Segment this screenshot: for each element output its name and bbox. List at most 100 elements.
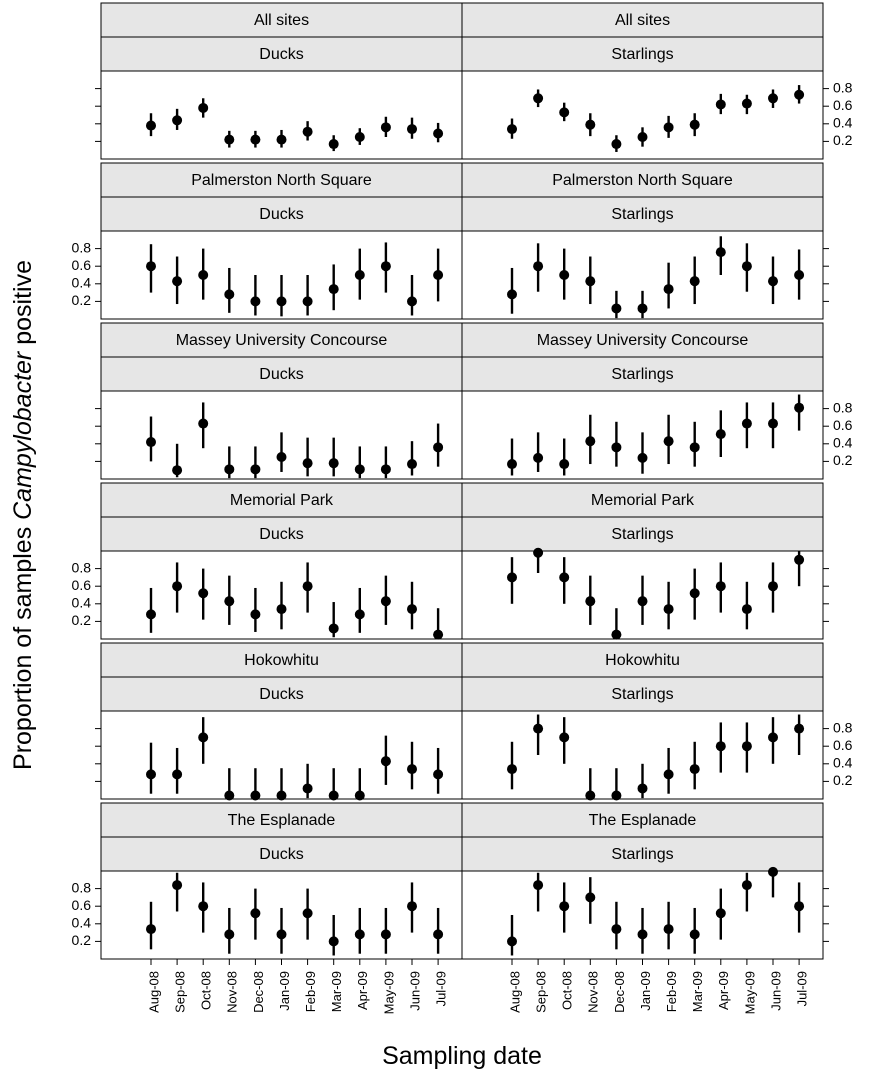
data-point xyxy=(276,929,287,940)
bird-strip-label: Ducks xyxy=(259,686,303,703)
data-point xyxy=(328,936,339,947)
bird-strip-label: Ducks xyxy=(259,206,303,223)
x-tick-label: Jul-09 xyxy=(795,971,810,1006)
data-point xyxy=(380,756,391,767)
data-point xyxy=(715,247,726,258)
data-point xyxy=(637,596,648,607)
data-point xyxy=(637,132,648,142)
data-point xyxy=(585,119,596,130)
data-point xyxy=(172,880,183,891)
data-point xyxy=(611,303,622,314)
site-strip-label: Memorial Park xyxy=(230,492,334,509)
bird-strip xyxy=(100,36,463,72)
data-point xyxy=(172,465,183,476)
data-point xyxy=(689,929,700,940)
data-point xyxy=(433,629,444,640)
x-tick-label: Jun-09 xyxy=(768,971,783,1011)
data-point xyxy=(407,604,417,615)
data-point xyxy=(533,93,544,104)
data-point xyxy=(250,609,261,620)
data-point xyxy=(533,452,544,463)
data-point xyxy=(250,790,261,801)
data-point xyxy=(611,139,622,150)
bird-strip-label: Starlings xyxy=(611,846,673,863)
panel-massey-university-concourse-ducks: Massey University Concourse Ducks xyxy=(95,322,463,480)
data-point xyxy=(715,99,726,110)
site-strip-label: Palmerston North Square xyxy=(191,172,372,189)
bird-strip-label: Ducks xyxy=(259,366,303,383)
data-point xyxy=(689,276,700,287)
data-point xyxy=(433,769,444,780)
x-tick-label: Apr-09 xyxy=(355,971,370,1010)
bird-strip xyxy=(461,36,824,72)
data-point xyxy=(507,764,517,775)
data-point xyxy=(380,596,391,607)
data-point xyxy=(585,596,596,607)
data-point xyxy=(354,132,365,142)
bird-strip-label: Starlings xyxy=(611,526,673,543)
data-point xyxy=(585,790,596,801)
data-point xyxy=(380,929,391,940)
data-point xyxy=(328,284,339,295)
data-point xyxy=(250,296,261,307)
data-point xyxy=(715,741,726,752)
data-point xyxy=(689,588,700,599)
data-point xyxy=(689,119,700,130)
panel-all-sites-ducks: All sites Ducks xyxy=(95,2,463,160)
data-point xyxy=(302,908,313,919)
data-point xyxy=(433,929,444,940)
data-point xyxy=(198,270,209,280)
data-point xyxy=(302,126,313,137)
data-point xyxy=(559,732,570,743)
y-tick-label: 0.2 xyxy=(72,932,92,948)
data-point xyxy=(559,459,570,470)
x-axis-title: Sampling date xyxy=(382,1042,542,1070)
data-point xyxy=(276,134,287,145)
data-point xyxy=(224,289,235,300)
y-tick-label: 0.2 xyxy=(833,132,853,148)
data-point xyxy=(637,303,648,314)
y-axis-title-suffix: positive xyxy=(9,260,37,352)
data-point xyxy=(533,880,544,891)
data-point xyxy=(198,732,209,743)
data-point xyxy=(328,623,339,634)
site-strip-label: The Esplanade xyxy=(589,812,697,829)
panel-memorial-park-starlings: Memorial Park Starlings xyxy=(461,482,829,640)
y-tick-label: 0.8 xyxy=(72,559,92,575)
data-point xyxy=(741,880,752,891)
y-tick-label: 0.2 xyxy=(833,772,853,788)
data-point xyxy=(507,572,517,583)
x-tick-label: Aug-08 xyxy=(146,971,161,1013)
bird-strip xyxy=(100,516,463,552)
site-strip-label: Hokowhitu xyxy=(244,652,319,669)
y-tick-label: 0.2 xyxy=(833,452,853,468)
bird-strip-label: Starlings xyxy=(611,46,673,63)
data-point xyxy=(559,901,570,912)
site-strip xyxy=(461,482,824,518)
x-tick-label: Jul-09 xyxy=(434,971,449,1006)
site-strip-label: Palmerston North Square xyxy=(552,172,733,189)
data-point xyxy=(663,436,674,447)
site-strip-label: Massey University Concourse xyxy=(176,332,388,349)
data-point xyxy=(250,134,261,145)
y-tick-label: 0.6 xyxy=(72,577,92,593)
x-tick-label: Sep-08 xyxy=(534,971,549,1013)
data-point xyxy=(663,122,674,133)
data-point xyxy=(146,769,156,780)
data-point xyxy=(146,120,156,131)
bird-strip xyxy=(461,836,824,872)
site-strip xyxy=(461,322,824,358)
y-tick-label: 0.6 xyxy=(833,97,853,113)
y-tick-label: 0.4 xyxy=(72,595,92,611)
data-point xyxy=(533,547,544,558)
data-point xyxy=(250,464,261,475)
data-point xyxy=(533,261,544,272)
y-tick-label: 0.2 xyxy=(72,292,92,308)
data-point xyxy=(198,901,209,912)
data-point xyxy=(354,270,365,280)
data-point xyxy=(715,581,726,592)
data-point xyxy=(507,459,517,470)
y-tick-label: 0.4 xyxy=(833,435,853,451)
data-point xyxy=(768,418,778,429)
